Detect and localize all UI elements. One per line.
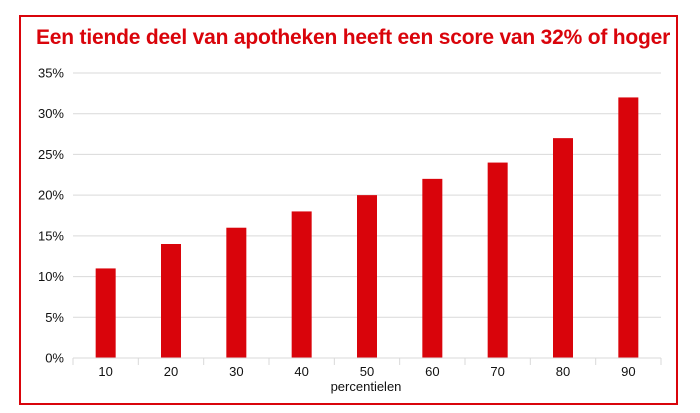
x-tick-label: 50 xyxy=(360,364,374,379)
bar-30 xyxy=(226,227,247,358)
bar-90 xyxy=(618,97,639,358)
bar-70 xyxy=(487,162,508,358)
y-tick-label: 20% xyxy=(38,188,64,203)
bar-60 xyxy=(422,178,443,358)
bars xyxy=(95,97,639,358)
x-tick-label: 60 xyxy=(425,364,439,379)
bar-50 xyxy=(357,195,377,358)
y-tick-label: 30% xyxy=(38,106,64,121)
x-tick-label: 30 xyxy=(229,364,243,379)
x-axis-title: percentielen xyxy=(331,379,402,394)
x-tick-label: 40 xyxy=(294,364,308,379)
x-tick-label: 70 xyxy=(490,364,504,379)
x-tick-label: 80 xyxy=(556,364,570,379)
bar-40 xyxy=(291,211,312,358)
x-tick-label: 20 xyxy=(164,364,178,379)
bar-80 xyxy=(553,138,573,358)
x-tick-labels: 10 20 30 40 50 60 70 80 90 xyxy=(98,364,635,379)
y-tick-label: 15% xyxy=(38,228,64,243)
x-axis xyxy=(72,357,662,365)
y-tick-labels: 0% 5% 10% 15% 20% 25% 30% 35% xyxy=(38,66,64,366)
x-tick-label: 90 xyxy=(621,364,635,379)
bar-10 xyxy=(95,268,116,358)
y-tick-label: 0% xyxy=(45,351,64,366)
y-tick-label: 10% xyxy=(38,269,64,284)
chart-title: Een tiende deel van apotheken heeft een … xyxy=(36,26,671,49)
y-tick-label: 5% xyxy=(45,310,64,325)
y-tick-label: 25% xyxy=(38,147,64,162)
x-tick-label: 10 xyxy=(98,364,112,379)
bar-20 xyxy=(161,244,181,358)
y-tick-label: 35% xyxy=(38,66,64,81)
